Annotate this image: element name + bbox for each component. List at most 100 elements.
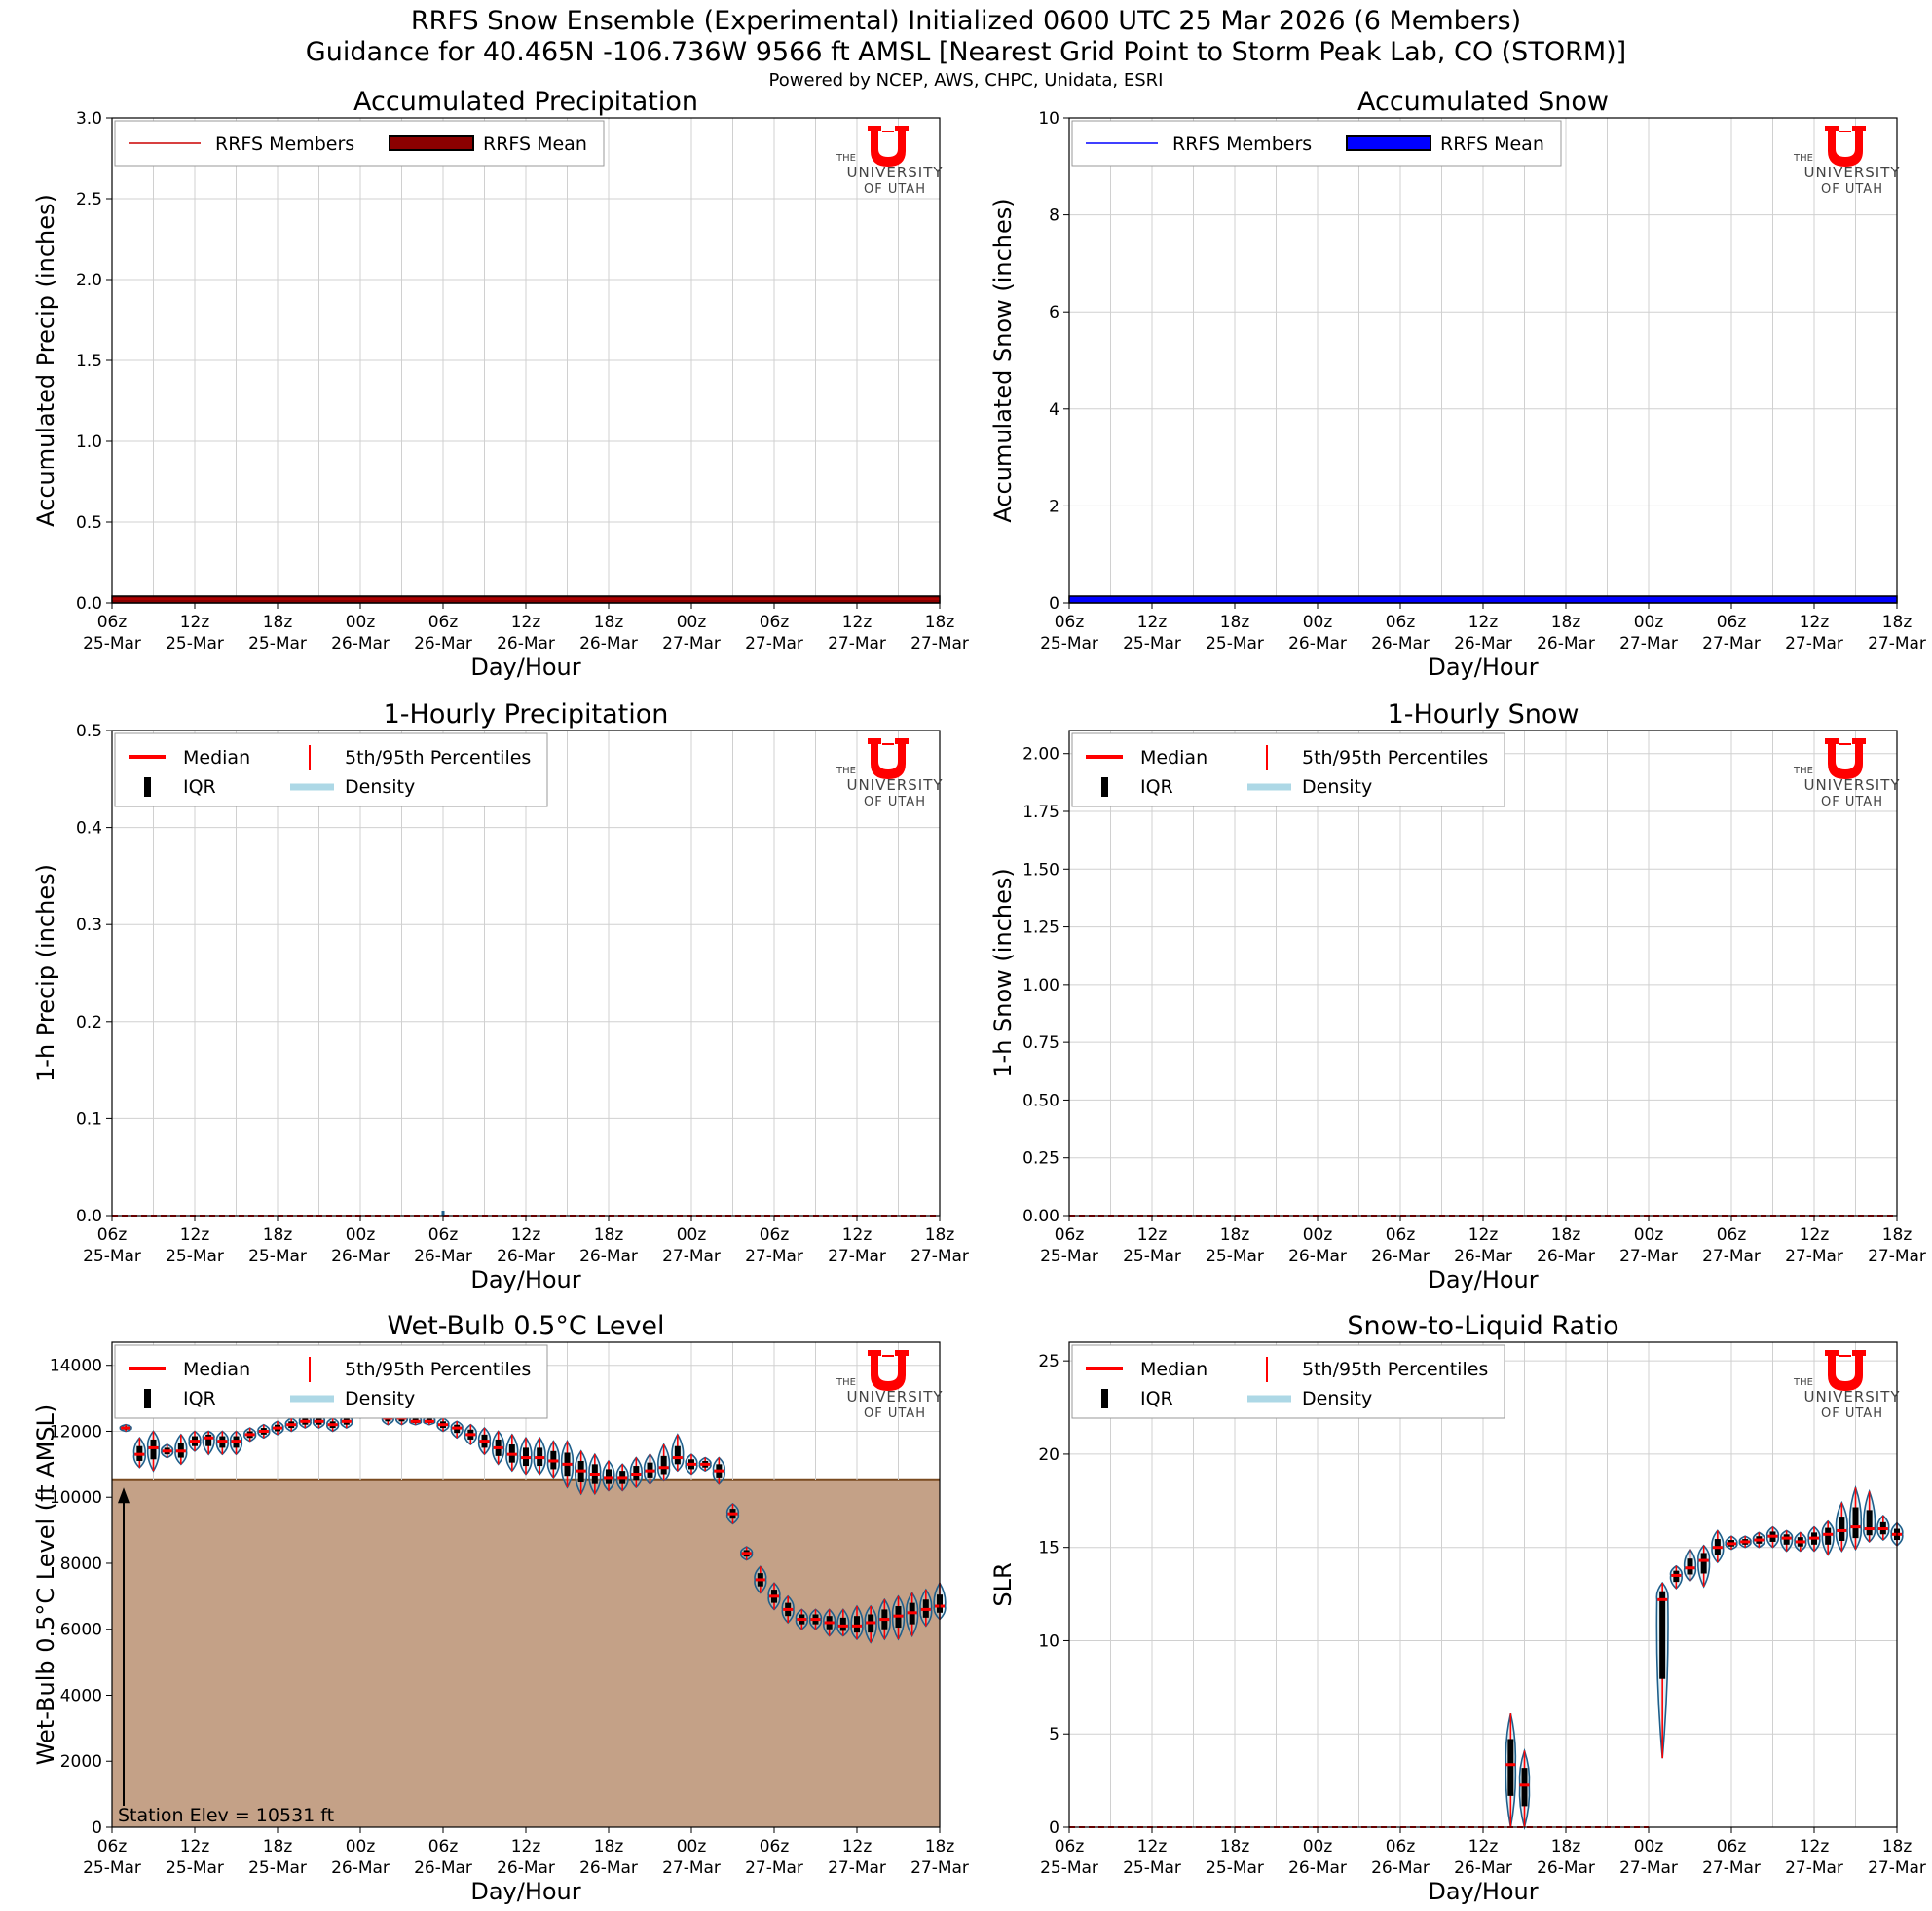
utah-u-crossbar	[1839, 743, 1851, 745]
plot-frame	[111, 117, 941, 604]
violin	[1876, 1515, 1890, 1542]
violin-iqr-box	[205, 1434, 212, 1446]
x-tick-day-label: 27-Mar	[1785, 1247, 1843, 1266]
x-tick-hour-label: 06z	[1055, 1225, 1085, 1245]
violin	[1835, 1500, 1848, 1553]
y-tick-label: 1.0	[76, 432, 102, 452]
logo-text-of-utah: OF UTAH	[1821, 795, 1883, 809]
logo-text-university: UNIVERSITY	[1803, 164, 1900, 181]
x-axis-label: Day/Hour	[470, 1878, 580, 1905]
y-axis-label: 1-h Precip (inches)	[32, 864, 59, 1082]
violin-iqr-box	[1866, 1510, 1873, 1536]
violin	[1655, 1581, 1669, 1759]
x-tick-day-label: 27-Mar	[1619, 1858, 1678, 1878]
y-tick-label: 3.0	[76, 109, 102, 129]
violin	[546, 1440, 560, 1480]
violin	[215, 1430, 229, 1456]
violin	[477, 1426, 492, 1456]
x-tick-day-label: 27-Mar	[828, 634, 886, 654]
violin-iqr-box	[1839, 1517, 1845, 1541]
y-tick-label: 0.00	[1022, 1207, 1059, 1226]
x-tick-day-label: 25-Mar	[1206, 634, 1264, 654]
x-tick-hour-label: 18z	[263, 1837, 293, 1856]
x-tick-day-label: 26-Mar	[1371, 634, 1430, 654]
x-tick-day-label: 26-Mar	[497, 1858, 555, 1878]
x-tick-hour-label: 18z	[263, 613, 293, 632]
y-tick-label: 0.0	[76, 594, 102, 614]
x-tick-hour-label: 18z	[1882, 1225, 1913, 1245]
legend-label-density: Density	[345, 1388, 415, 1409]
x-tick-hour-label: 06z	[97, 613, 128, 632]
x-tick-hour-label: 18z	[925, 1225, 955, 1245]
x-axis-label: Day/Hour	[470, 654, 580, 681]
x-tick-day-label: 26-Mar	[579, 634, 638, 654]
x-tick-day-label: 25-Mar	[83, 634, 141, 654]
y-tick-label: 4	[1049, 400, 1059, 420]
x-tick-day-label: 26-Mar	[1454, 634, 1512, 654]
violin-iqr-box	[1700, 1553, 1707, 1574]
x-tick-day-label: 27-Mar	[1702, 1858, 1761, 1878]
x-tick-hour-label: 00z	[1634, 1225, 1664, 1245]
y-tick-label: 15	[1038, 1539, 1059, 1558]
y-tick-label: 12000	[50, 1422, 102, 1442]
x-tick-day-label: 27-Mar	[745, 634, 803, 654]
legend-label-median: Median	[1140, 1359, 1208, 1380]
x-tick-hour-label: 18z	[594, 1225, 624, 1245]
violin	[629, 1456, 643, 1489]
y-tick-label: 0.75	[1022, 1033, 1059, 1053]
violin	[850, 1604, 864, 1641]
x-tick-hour-label: 18z	[263, 1225, 293, 1245]
logo-text-university: UNIVERSITY	[846, 1388, 943, 1405]
violin	[243, 1427, 257, 1443]
x-tick-hour-label: 12z	[1137, 1837, 1168, 1856]
violin	[492, 1430, 505, 1466]
logo-text-of-utah: OF UTAH	[1821, 1406, 1883, 1421]
chart-title: 1-Hourly Precipitation	[384, 699, 669, 730]
x-tick-day-label: 26-Mar	[331, 1858, 390, 1878]
x-tick-day-label: 25-Mar	[1123, 634, 1181, 654]
x-tick-hour-label: 00z	[346, 613, 376, 632]
violin	[671, 1433, 685, 1473]
logo-text-the: THE	[1793, 766, 1813, 776]
y-tick-label: 14000	[50, 1357, 102, 1376]
x-tick-hour-label: 06z	[760, 613, 790, 632]
utah-u-icon	[868, 126, 909, 167]
plot-frame	[111, 730, 941, 1217]
logo-text-university: UNIVERSITY	[1803, 1388, 1900, 1405]
x-tick-day-label: 26-Mar	[1537, 1247, 1595, 1266]
legend-label-median: Median	[183, 1359, 250, 1380]
chart-title: Snow-to-Liquid Ratio	[1347, 1311, 1618, 1341]
x-tick-day-label: 27-Mar	[745, 1247, 803, 1266]
legend-swatch-iqr	[144, 1389, 151, 1408]
x-tick-day-label: 25-Mar	[1206, 1247, 1264, 1266]
y-tick-label: 1.50	[1022, 860, 1059, 880]
violin	[795, 1608, 808, 1630]
violin	[1848, 1484, 1863, 1552]
x-tick-day-label: 27-Mar	[662, 1858, 721, 1878]
legend-swatch-iqr	[144, 777, 151, 797]
violin	[919, 1588, 933, 1628]
x-tick-day-label: 26-Mar	[1288, 1247, 1347, 1266]
violin	[326, 1417, 340, 1433]
x-tick-hour-label: 12z	[842, 613, 873, 632]
y-tick-label: 20	[1038, 1445, 1059, 1465]
logo-text-the: THE	[836, 153, 856, 164]
y-tick-label: 0	[1049, 594, 1059, 614]
x-tick-hour-label: 00z	[346, 1225, 376, 1245]
x-tick-day-label: 27-Mar	[1702, 634, 1761, 654]
x-tick-hour-label: 18z	[925, 613, 955, 632]
violin	[602, 1459, 615, 1492]
y-tick-label: 0.25	[1022, 1149, 1059, 1169]
y-tick-label: 25	[1038, 1352, 1059, 1371]
violin-iqr-box	[1852, 1507, 1859, 1539]
legend-label-iqr: IQR	[1140, 776, 1173, 798]
x-tick-day-label: 25-Mar	[248, 1858, 307, 1878]
x-tick-hour-label: 06z	[97, 1225, 128, 1245]
y-tick-label: 0.1	[76, 1109, 102, 1129]
violin-iqr-box	[674, 1445, 681, 1465]
chart-title: Accumulated Snow	[1357, 87, 1609, 117]
x-tick-day-label: 27-Mar	[745, 1858, 803, 1878]
